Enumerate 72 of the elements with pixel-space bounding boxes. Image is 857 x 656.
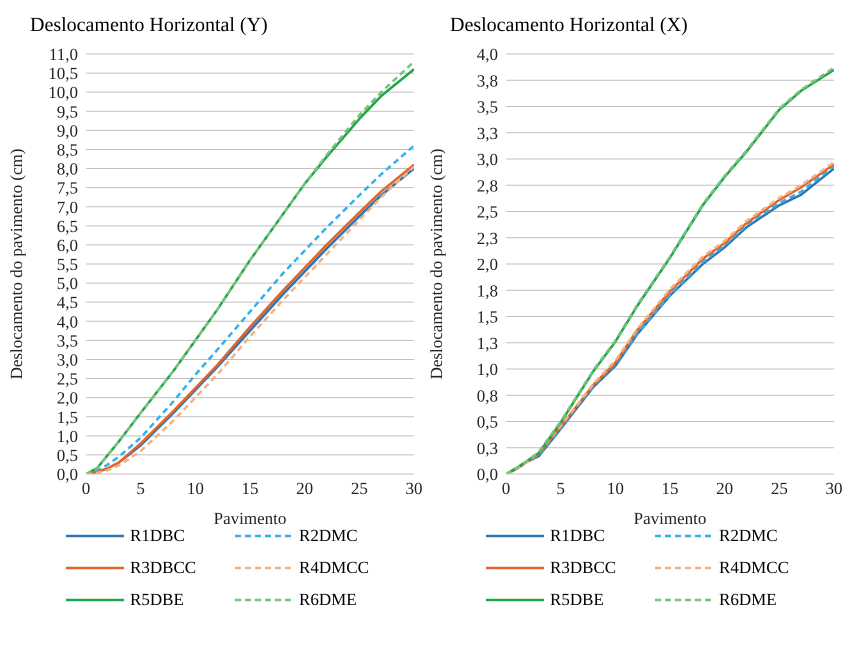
x-tick-label: 25: [350, 479, 368, 498]
y-tick-label: 4,5: [56, 293, 78, 312]
y-tick-label: 9,5: [56, 102, 78, 122]
legend-label: R2DMC: [719, 526, 778, 546]
y-tick-label: 3,0: [56, 350, 78, 370]
y-tick-label: 1,3: [476, 334, 498, 353]
y-axis-title: Deslocamento do pavimento (cm): [427, 148, 446, 380]
chart-title: Deslocamento Horizontal (Y): [29, 13, 269, 38]
x-tick-label: 5: [136, 479, 145, 498]
y-tick-label: 11,0: [48, 45, 78, 64]
y-tick-label: 2,5: [476, 202, 498, 222]
x-tick-label: 5: [556, 479, 565, 498]
y-tick-label: 10,5: [48, 64, 78, 84]
y-tick-label: 3,8: [476, 71, 498, 90]
y-tick-label: 7,0: [56, 198, 78, 217]
y-tick-label: 6,0: [56, 236, 78, 255]
y-tick-label: 4,0: [56, 312, 78, 332]
y-tick-label: 5,0: [56, 274, 78, 294]
legend-label: R4DMCC: [299, 558, 369, 578]
x-tick-label: 15: [662, 479, 678, 498]
y-axis-title: Deslocamento do pavimento (cm): [7, 148, 26, 380]
x-tick-label: 20: [296, 479, 314, 498]
y-tick-label: 0,8: [476, 386, 498, 406]
y-tick-label: 4,0: [476, 45, 498, 64]
y-tick-label: 8,5: [56, 140, 78, 160]
y-tick-label: 1,0: [56, 426, 78, 446]
y-tick-label: 0,3: [476, 438, 498, 458]
legend-label: R2DMC: [299, 526, 358, 546]
y-tick-label: 1,5: [476, 308, 498, 327]
y-tick-label: 8,0: [56, 160, 78, 179]
legend-label: R1DBC: [550, 526, 605, 546]
y-tick-label: 2,0: [476, 255, 498, 274]
y-tick-label: 7,5: [56, 178, 78, 198]
x-tick-label: 10: [186, 479, 204, 498]
legend-label: R3DBCC: [550, 558, 616, 578]
y-tick-label: 1,8: [476, 281, 498, 300]
y-tick-label: 3,0: [476, 150, 498, 170]
legend-label: R6DME: [299, 590, 357, 610]
legend-label: R4DMCC: [719, 558, 789, 578]
y-tick-label: 2,5: [56, 370, 78, 389]
legend-label: R5DBE: [550, 590, 604, 610]
legend-label: R5DBE: [130, 590, 184, 610]
legend-label: R1DBC: [130, 526, 185, 546]
x-tick-label: 0: [502, 479, 510, 498]
x-tick-label: 10: [606, 479, 624, 498]
y-tick-label: 0,0: [56, 465, 78, 484]
x-tick-label: 30: [826, 479, 842, 498]
x-tick-label: 20: [716, 479, 734, 498]
x-axis-title: Pavimento: [634, 509, 706, 528]
y-tick-label: 5,5: [56, 255, 78, 274]
y-tick-label: 2,8: [476, 176, 498, 196]
y-tick-label: 0,0: [476, 465, 498, 484]
x-tick-label: 30: [406, 479, 422, 498]
y-tick-label: 6,5: [56, 216, 78, 236]
y-tick-label: 3,5: [56, 331, 78, 350]
x-tick-label: 0: [82, 479, 90, 498]
y-tick-label: 1,5: [56, 408, 78, 427]
legend-label: R6DME: [719, 590, 777, 610]
y-tick-label: 1,0: [476, 360, 498, 380]
chart-title: Deslocamento Horizontal (X): [449, 13, 689, 38]
y-tick-label: 0,5: [476, 412, 498, 432]
y-tick-label: 9,0: [56, 121, 78, 140]
x-axis-title: Pavimento: [214, 509, 286, 528]
x-tick-label: 25: [770, 479, 788, 498]
y-tick-label: 3,5: [476, 98, 498, 117]
y-tick-label: 2,0: [56, 388, 78, 408]
y-tick-label: 0,5: [56, 446, 78, 465]
x-tick-label: 15: [242, 479, 258, 498]
y-tick-label: 2,3: [476, 228, 498, 248]
y-tick-label: 10,0: [48, 83, 78, 102]
legend-label: R3DBCC: [130, 558, 196, 578]
y-tick-label: 3,3: [476, 124, 498, 143]
